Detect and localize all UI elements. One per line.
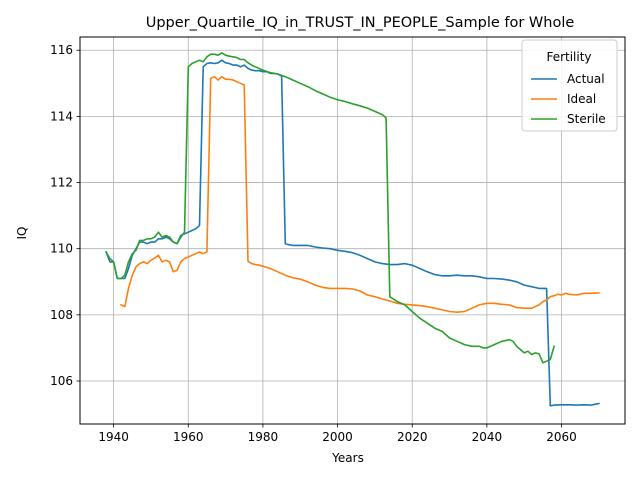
x-tick-label: 2020 — [397, 430, 428, 444]
series-line-ideal — [120, 75, 600, 314]
y-tick-label: 112 — [50, 176, 73, 190]
y-tick-label: 106 — [50, 374, 73, 388]
x-tick-label: 2000 — [322, 430, 353, 444]
y-tick-label: 110 — [50, 242, 73, 256]
legend-title: Fertility — [546, 50, 591, 64]
legend-box — [521, 39, 618, 132]
axis-ticks: 1940 1960 1980 2000 2020 2040 2060 106 108 110 112… — [50, 43, 577, 444]
y-tick-label: 108 — [50, 308, 73, 322]
legend-items: Actual Ideal Sterile — [531, 72, 606, 126]
x-tick-label: 1960 — [173, 430, 204, 444]
legend-label-actual: Actual — [567, 72, 605, 86]
grid — [80, 37, 625, 424]
x-tick-label: 2040 — [472, 430, 503, 444]
series-line-sterile — [105, 52, 556, 364]
legend: Fertility Actual Ideal Sterile — [521, 39, 618, 132]
y-tick-label: 114 — [50, 109, 73, 123]
x-tick-label: 1940 — [98, 430, 129, 444]
chart-title: Upper_Quartile_IQ_in_TRUST_IN_PEOPLE_Sam… — [146, 15, 575, 31]
x-tick-label: 1980 — [248, 430, 279, 444]
x-axis-label: Years — [331, 451, 364, 465]
y-axis-label: IQ — [15, 227, 29, 240]
plot-frame — [79, 36, 626, 425]
y-tick-label: 116 — [50, 43, 73, 57]
series-lines — [105, 52, 600, 407]
x-tick-label: 2060 — [546, 430, 577, 444]
legend-label-ideal: Ideal — [567, 92, 596, 106]
legend-label-sterile: Sterile — [567, 112, 606, 126]
